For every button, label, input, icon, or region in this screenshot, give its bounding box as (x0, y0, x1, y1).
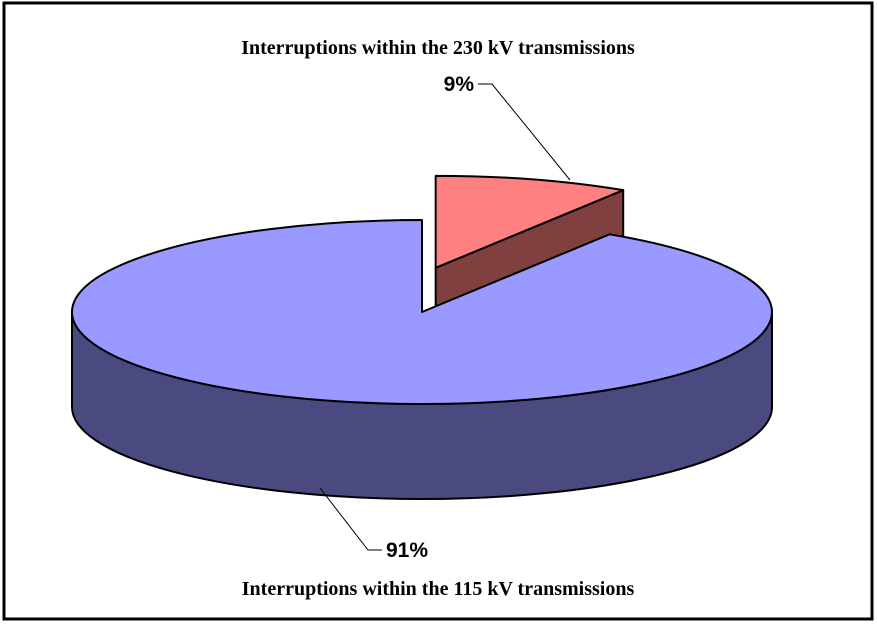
category-label: Interruptions within the 230 kV transmis… (241, 37, 635, 59)
category-label: Interruptions within the 115 kV transmis… (242, 578, 635, 600)
data-label: 9% (444, 73, 475, 96)
slice (71, 219, 773, 405)
leader-line (319, 487, 382, 551)
leader-line (478, 83, 571, 181)
slice (434, 174, 625, 269)
data-label: 91% (386, 539, 428, 562)
pie (71, 174, 773, 500)
